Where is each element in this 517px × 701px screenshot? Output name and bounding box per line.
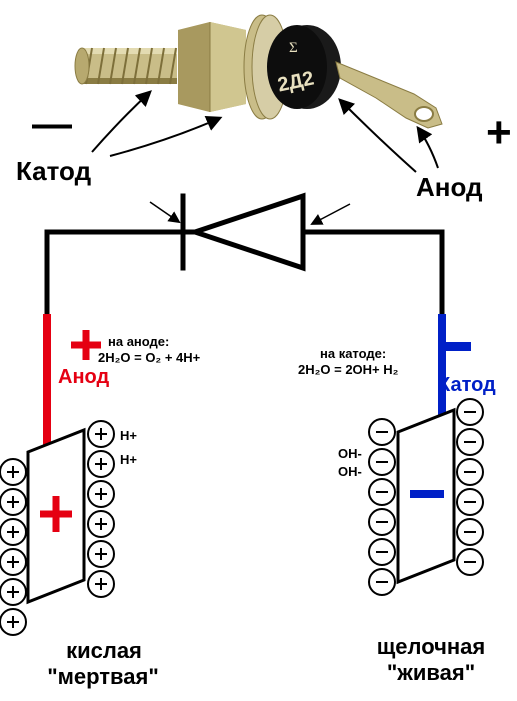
schematic <box>47 196 442 314</box>
cathode-label-top: Катод <box>16 156 91 187</box>
diode-lug <box>336 62 442 128</box>
acid-label-1: кислая <box>34 638 174 664</box>
top-plus-sign: + <box>486 108 512 158</box>
diagram-svg: Σ 2Д2 <box>0 0 517 701</box>
cathode-header: на катоде: <box>320 346 386 361</box>
diode-cap: Σ 2Д2 <box>267 25 341 109</box>
oh-ion-1: OH- <box>338 446 362 461</box>
anode-equation: 2H₂O = O₂ + 4H+ <box>98 350 200 365</box>
diode-symbol-triangle <box>195 196 303 268</box>
h-ion-2: H+ <box>120 452 137 467</box>
oh-ion-2: OH- <box>338 464 362 479</box>
cathode-equation: 2H₂O = 2OH+ H₂ <box>298 362 398 377</box>
cathode-plate <box>398 410 454 582</box>
anode-header: на аноде: <box>108 334 169 349</box>
h-ion-1: H+ <box>120 428 137 443</box>
diode-bolt <box>75 48 177 84</box>
alk-label-2: "живая" <box>366 660 496 686</box>
diagram-root: Σ 2Д2 <box>0 0 517 701</box>
anode-red-label: Анод <box>58 366 109 389</box>
alk-label-1: щелочная <box>356 634 506 660</box>
cathode-minus-sign <box>443 342 471 351</box>
anode-plate <box>28 430 84 602</box>
anode-label-top: Анод <box>416 172 483 203</box>
diode-hex <box>178 22 246 112</box>
acid-label-2: "мертвая" <box>18 664 188 690</box>
top-minus-sign: — <box>32 102 72 147</box>
cathode-blue-label: Катод <box>438 374 496 397</box>
diode-sigma-mark: Σ <box>289 40 298 56</box>
anode-plus-sign <box>71 330 101 360</box>
